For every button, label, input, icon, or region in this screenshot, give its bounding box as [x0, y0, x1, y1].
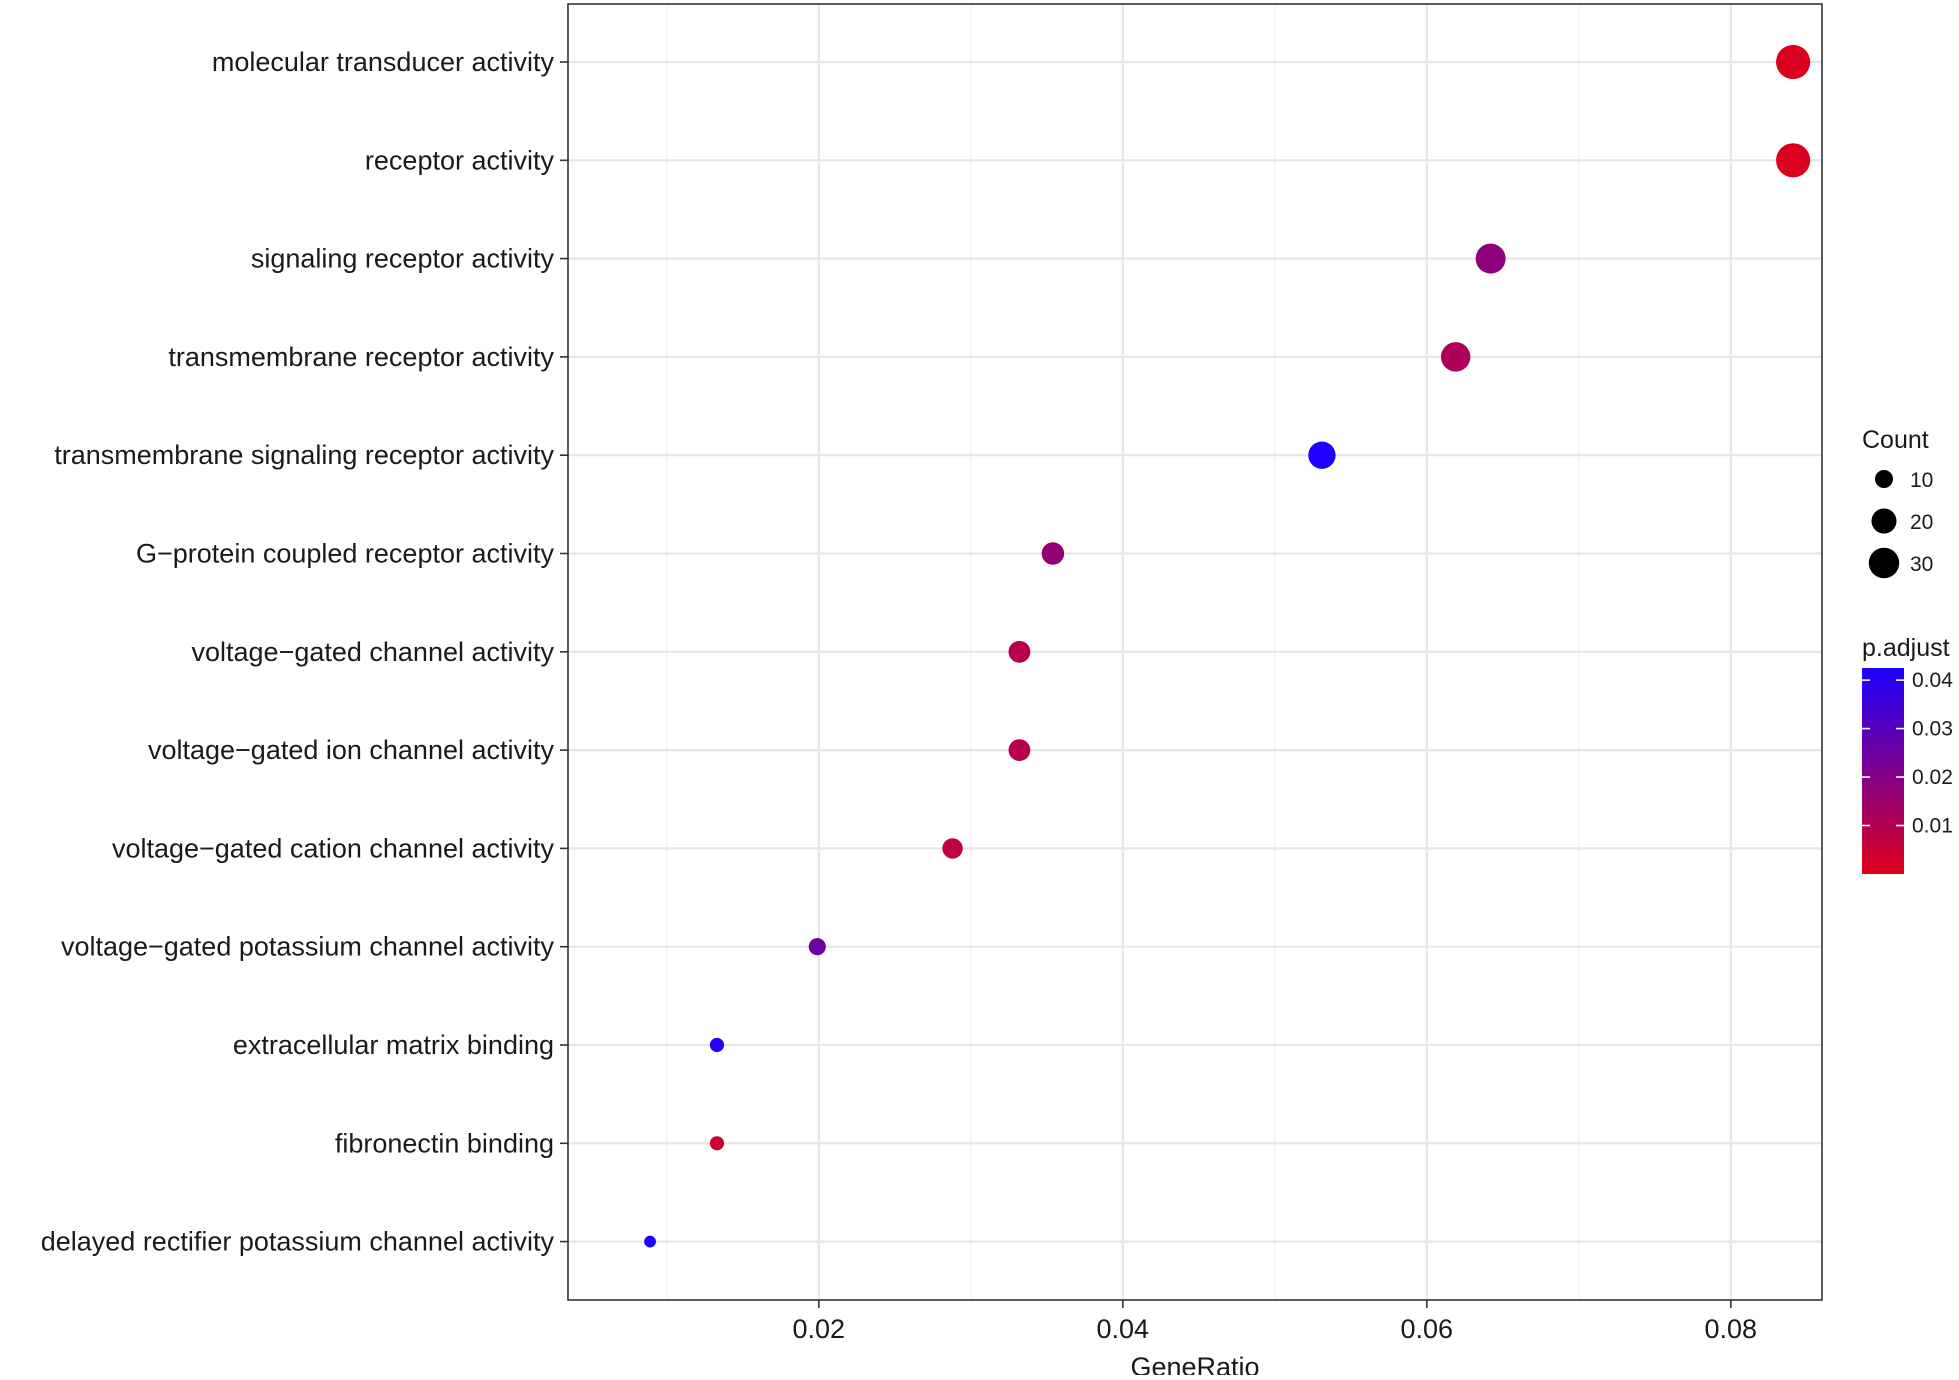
- data-point: [1008, 640, 1031, 663]
- data-point: [1475, 243, 1506, 274]
- y-axis-tick-label: voltage−gated channel activity: [192, 637, 555, 667]
- count-legend-key: [1868, 547, 1900, 579]
- y-axis-tick-label: voltage−gated ion channel activity: [148, 735, 555, 765]
- data-point: [1041, 542, 1065, 565]
- data-point: [1440, 342, 1471, 372]
- y-axis-tick-label: signaling receptor activity: [251, 244, 555, 274]
- x-axis-title: GeneRatio: [1130, 1352, 1259, 1375]
- y-axis-tick-label: voltage−gated cation channel activity: [112, 833, 555, 863]
- x-axis-tick-label: 0.04: [1097, 1314, 1150, 1344]
- count-legend: Count 10 20 30: [1862, 426, 1933, 579]
- p-adjust-legend: p.adjust 0.04 0.03 0.02 0.01: [1862, 634, 1953, 874]
- y-axis-tick-label: receptor activity: [365, 145, 555, 175]
- data-point: [1776, 143, 1811, 178]
- x-axis-tick-label: 0.06: [1401, 1314, 1454, 1344]
- y-axis-tick-label: transmembrane signaling receptor activit…: [54, 440, 554, 470]
- y-axis-tick-label: G−protein coupled receptor activity: [136, 539, 554, 569]
- count-legend-title: Count: [1862, 426, 1929, 454]
- data-point: [709, 1136, 725, 1151]
- data-point: [709, 1037, 725, 1053]
- x-axis-tick-label: 0.02: [793, 1314, 846, 1344]
- data-point: [808, 938, 826, 956]
- colorbar-tick-label: 0.01: [1912, 815, 1953, 838]
- colorbar-tick-label: 0.04: [1912, 669, 1953, 692]
- data-point: [942, 838, 963, 859]
- data-point: [1776, 44, 1811, 80]
- y-axis-tick-label: fibronectin binding: [335, 1128, 554, 1158]
- y-axis-tick-label: extracellular matrix binding: [233, 1030, 554, 1060]
- data-points: [644, 44, 1811, 1248]
- data-point: [1308, 441, 1336, 469]
- axes: molecular transducer activity receptor ac…: [41, 47, 1757, 1344]
- x-axis-tick-label: 0.08: [1705, 1314, 1758, 1344]
- count-legend-key: [1871, 508, 1897, 534]
- count-legend-label: 20: [1910, 511, 1933, 534]
- data-point: [1008, 739, 1031, 762]
- colorbar-tick-label: 0.03: [1912, 718, 1953, 741]
- colorbar-tick-label: 0.02: [1912, 766, 1953, 789]
- y-axis-tick-label: delayed rectifier potassium channel acti…: [41, 1227, 555, 1257]
- y-axis-tick-label: voltage−gated potassium channel activity: [61, 932, 555, 962]
- y-axis-tick-label: transmembrane receptor activity: [168, 342, 554, 372]
- p-adjust-colorbar: [1862, 668, 1904, 874]
- count-legend-label: 30: [1910, 553, 1933, 576]
- data-point: [644, 1235, 656, 1248]
- grid-lines: [568, 4, 1822, 1300]
- p-adjust-legend-title: p.adjust: [1862, 634, 1950, 662]
- y-axis-tick-label: molecular transducer activity: [212, 47, 555, 77]
- count-legend-key: [1874, 469, 1894, 489]
- count-legend-label: 10: [1910, 469, 1933, 492]
